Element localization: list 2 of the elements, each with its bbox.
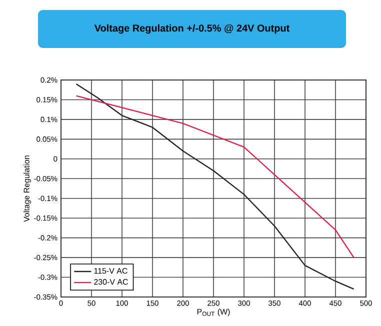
chart-title: Voltage Regulation +/-0.5% @ 24V Output xyxy=(94,24,290,34)
line-series xyxy=(76,83,354,290)
